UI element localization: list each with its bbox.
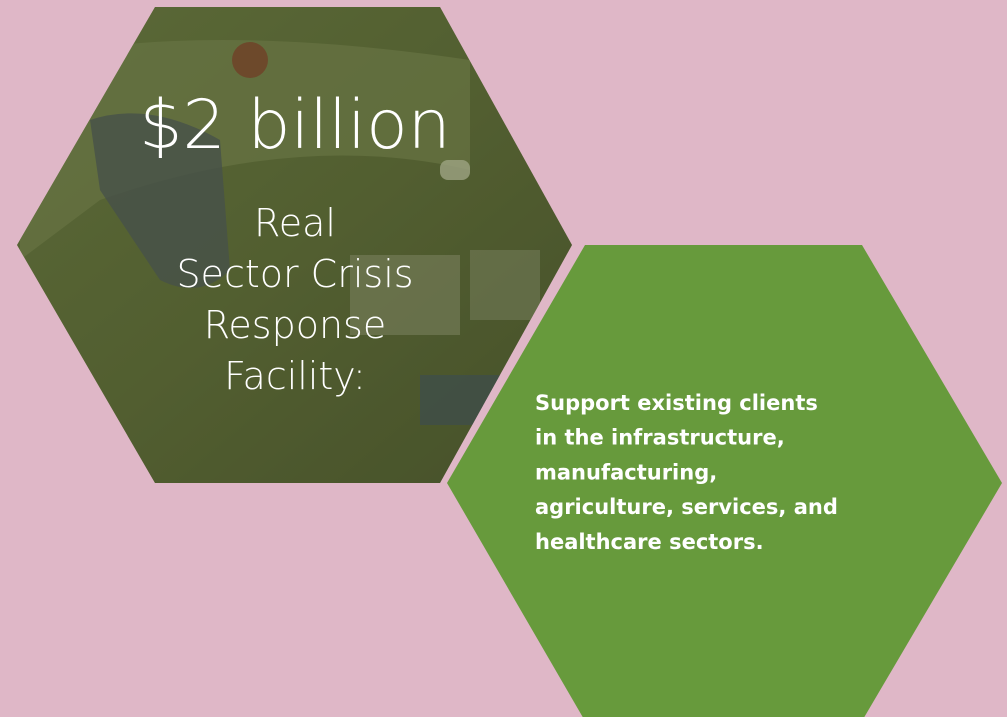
facility-line: Sector Crisis (176, 252, 413, 296)
amount: $2 billion (139, 86, 451, 165)
description-line: Support existing clients (535, 391, 818, 415)
description-line: manufacturing, (535, 460, 717, 484)
facility-title: Real Sector Crisis Response Facility: (176, 201, 413, 398)
facility-line: Response (204, 303, 387, 347)
photo-hexagon (17, 7, 572, 483)
facility-line: Facility: (224, 354, 366, 398)
description-line: in the infrastructure, (535, 426, 785, 450)
description-line: agriculture, services, and (535, 495, 838, 519)
facility-line: Real (254, 201, 336, 245)
description-hexagon (447, 245, 1002, 717)
description: Support existing clients in the infrastru… (535, 391, 838, 554)
description-line: healthcare sectors. (535, 530, 764, 554)
